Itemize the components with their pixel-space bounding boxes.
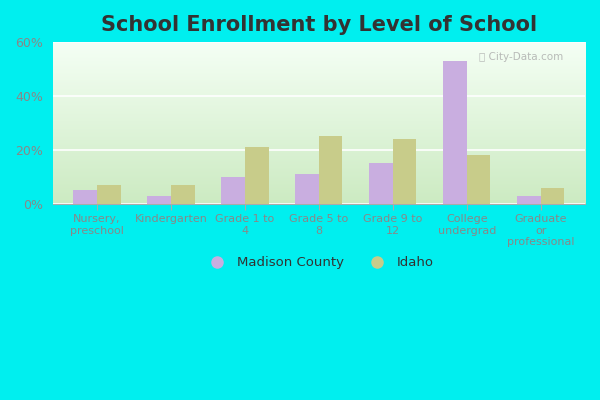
Bar [443, 61, 467, 204]
Bar [221, 177, 245, 204]
Bar [467, 155, 490, 204]
Bar [369, 163, 393, 204]
Bar [171, 185, 194, 204]
Bar [147, 196, 171, 204]
Bar [541, 188, 564, 204]
Bar [517, 196, 541, 204]
Bar [393, 139, 416, 204]
Text: ⓘ City-Data.com: ⓘ City-Data.com [479, 52, 563, 62]
Bar [73, 190, 97, 204]
Legend: Madison County, Idaho: Madison County, Idaho [199, 251, 439, 275]
Bar [97, 185, 121, 204]
Title: School Enrollment by Level of School: School Enrollment by Level of School [101, 15, 537, 35]
Bar [319, 136, 343, 204]
Bar [245, 147, 269, 204]
Bar [295, 174, 319, 204]
